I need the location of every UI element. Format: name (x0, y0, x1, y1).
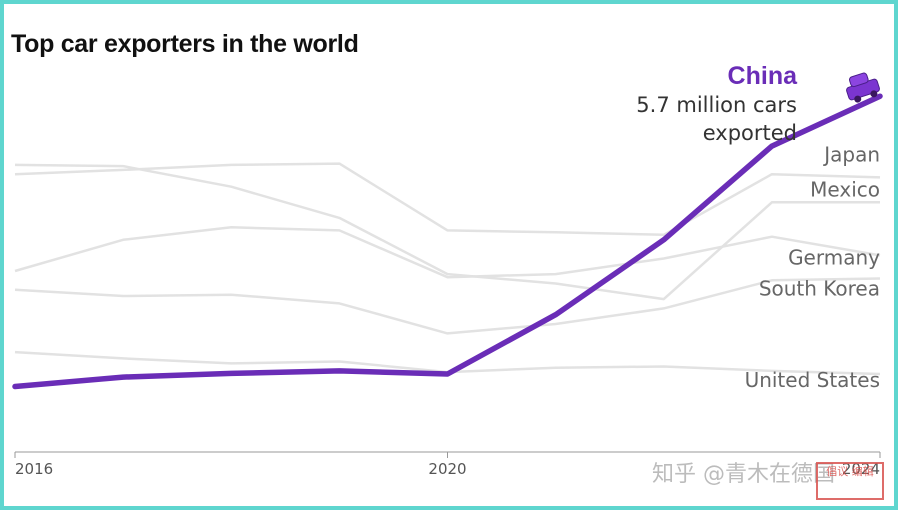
chart-frame (4, 4, 894, 506)
x-tick-label: 2024 (842, 460, 880, 478)
x-tick-label: 2016 (15, 460, 53, 478)
series-label-united-states: United States (745, 368, 880, 392)
highlight-annotation-line1: 5.7 million cars (636, 93, 797, 117)
highlight-annotation-line2: exported (703, 121, 797, 145)
car-wheel-front (854, 95, 862, 103)
series-label-mexico: Mexico (810, 177, 880, 201)
series-line-japan (14, 162, 881, 237)
series-label-germany: Germany (788, 245, 880, 269)
series-label-japan: Japan (822, 142, 880, 166)
car-icon (846, 72, 880, 103)
x-tick-label: 2020 (428, 460, 466, 478)
stamp: 倡议 编辑 (816, 462, 884, 500)
series-line-south-korea (14, 277, 881, 335)
highlight-label-china: China (728, 62, 799, 90)
car-roof (848, 72, 869, 88)
car-wheel-rear (870, 90, 878, 98)
series-label-south-korea: South Korea (759, 276, 880, 300)
series-line-china (12, 93, 883, 390)
series-line-germany (14, 226, 881, 279)
chart-title: Top car exporters in the world (11, 30, 359, 58)
series-line-mexico (14, 163, 880, 301)
watermark: 知乎 @青木在德国 (652, 462, 835, 487)
